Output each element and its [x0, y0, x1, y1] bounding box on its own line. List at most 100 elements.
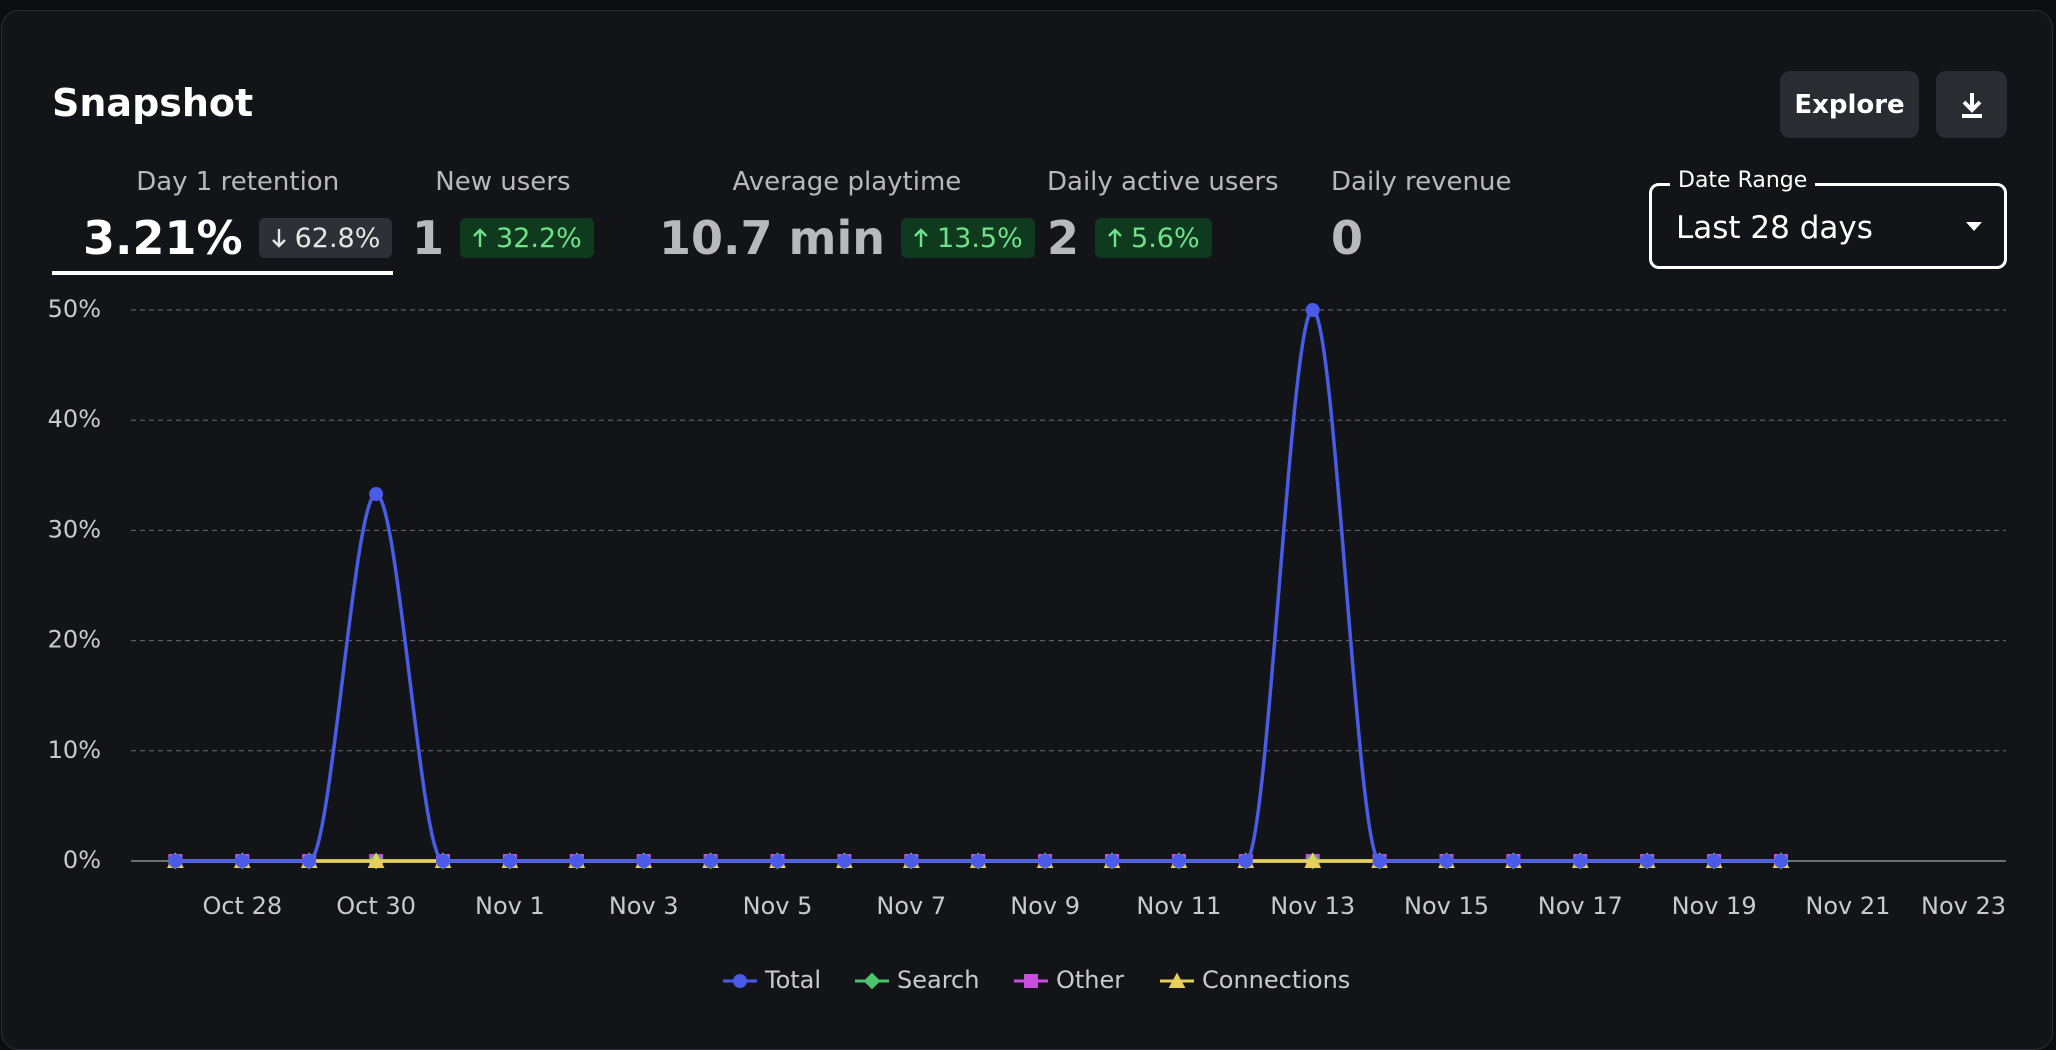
- x-tick-label: Nov 23: [1921, 892, 2006, 920]
- snapshot-card: 0% 10% 20% 30% 40% 50% Oct 28 Oct 30 Nov 1 Nov 3 N…: [1, 10, 2053, 1050]
- change-badge: 62.8%: [258, 218, 393, 258]
- kpi-value: 1: [412, 211, 445, 265]
- legend-label: Search: [897, 966, 979, 994]
- marker: [1439, 854, 1454, 868]
- marker: [770, 854, 785, 868]
- trend-arrow: [473, 228, 487, 247]
- marker: [1304, 852, 1322, 868]
- x-tick-label: Nov 21: [1805, 892, 1890, 920]
- kpi-row: 2 5.6%: [1047, 211, 1212, 265]
- legend-label: Other: [1056, 966, 1124, 994]
- kpi-label: Average playtime: [732, 167, 962, 197]
- marker: [367, 852, 385, 868]
- legend-marker: [1168, 972, 1186, 988]
- kpi: Average playtime 10.7 min 13.5%: [659, 167, 1035, 265]
- marker: [1506, 854, 1521, 868]
- marker: [302, 854, 317, 868]
- kpi-value: 10.7 min: [659, 211, 885, 265]
- marker: [837, 854, 852, 868]
- date-range-select[interactable]: Date Range Last 28 days: [1649, 168, 2007, 269]
- y-tick-label: 50%: [48, 295, 101, 323]
- change-value: 5.6%: [1131, 222, 1200, 254]
- trend-arrow: [271, 229, 286, 248]
- chart: 0% 10% 20% 30% 40% 50% Oct 28 Oct 30 Nov 1 Nov 3 N…: [48, 295, 2006, 994]
- legend-marker: [863, 972, 881, 990]
- y-tick-label: 30%: [48, 515, 101, 543]
- active-tab-underline: [52, 271, 393, 275]
- marker: [1707, 854, 1722, 868]
- y-tick-label: 40%: [48, 405, 101, 433]
- x-tick-label: Nov 11: [1136, 892, 1221, 920]
- x-tick-label: Nov 7: [876, 892, 946, 920]
- marker: [636, 854, 651, 868]
- kpi-row: 3.21% 62.8%: [83, 211, 393, 265]
- card-title: Snapshot: [52, 81, 254, 125]
- x-tick-label: Nov 17: [1538, 892, 1623, 920]
- marker: [971, 854, 986, 868]
- marker: [502, 854, 517, 868]
- trend-arrow: [914, 228, 928, 247]
- change-value: 13.5%: [936, 222, 1023, 254]
- kpi-row: 1 32.2%: [412, 211, 594, 265]
- kpi: Day 1 retention 3.21% 62.8%: [83, 167, 393, 265]
- legend-label: Total: [764, 966, 821, 994]
- kpi-label: New users: [435, 167, 571, 197]
- kpi-label: Daily revenue: [1331, 167, 1512, 197]
- y-tick-label: 10%: [48, 736, 101, 764]
- marker: [1774, 854, 1788, 868]
- x-tick-label: Nov 5: [743, 892, 813, 920]
- marker: [235, 854, 250, 868]
- kpi-value: 3.21%: [83, 211, 243, 265]
- kpi: Daily revenue 0: [1331, 167, 1512, 265]
- trend-arrow: [1108, 228, 1122, 247]
- download-icon: [1961, 92, 1982, 118]
- marker: [904, 854, 919, 868]
- change-badge: 5.6%: [1095, 218, 1212, 258]
- change-value: 62.8%: [294, 222, 381, 254]
- legend-marker: [1024, 974, 1038, 988]
- kpi-row: 0: [1331, 211, 1363, 265]
- legend-label: Connections: [1202, 966, 1350, 994]
- kpi-label: Daily active users: [1047, 167, 1279, 197]
- marker: [1038, 854, 1053, 868]
- marker: [369, 487, 384, 502]
- x-tick-label: Nov 19: [1672, 892, 1757, 920]
- kpi: New users 1 32.2%: [412, 167, 594, 265]
- kpi: Daily active users 2 5.6%: [1047, 167, 1279, 265]
- change-badge: 32.2%: [460, 218, 594, 258]
- explore-button[interactable]: Explore: [1780, 71, 1919, 138]
- marker: [1171, 854, 1186, 868]
- marker: [436, 854, 450, 868]
- change-value: 32.2%: [496, 222, 582, 254]
- marker: [1305, 303, 1320, 317]
- marker: [1573, 854, 1588, 868]
- x-tick-label: Nov 13: [1270, 892, 1355, 920]
- date-range-value: Last 28 days: [1676, 210, 1873, 246]
- marker: [168, 854, 183, 868]
- y-tick-label: 0%: [63, 846, 101, 874]
- x-tick-label: Nov 1: [475, 892, 545, 920]
- x-tick-label: Oct 28: [202, 892, 282, 920]
- legend-marker: [733, 974, 747, 988]
- marker: [1238, 854, 1253, 868]
- marker: [569, 854, 584, 868]
- kpi-value: 2: [1047, 211, 1080, 265]
- date-range-label: Date Range: [1670, 168, 1816, 193]
- y-tick-label: 20%: [48, 626, 101, 654]
- series-line: [175, 308, 1781, 863]
- marker: [1640, 854, 1655, 868]
- marker: [1372, 854, 1387, 868]
- x-tick-label: Nov 15: [1404, 892, 1489, 920]
- kpi-value: 0: [1331, 211, 1364, 265]
- change-badge: 13.5%: [900, 218, 1035, 258]
- kpi-row: 10.7 min 13.5%: [659, 211, 1035, 265]
- marker: [703, 854, 718, 868]
- x-tick-label: Oct 30: [336, 892, 416, 920]
- download-button[interactable]: [1936, 71, 2007, 138]
- x-tick-label: Nov 3: [609, 892, 679, 920]
- marker: [1105, 854, 1119, 868]
- kpi-label: Day 1 retention: [136, 167, 340, 197]
- x-tick-label: Nov 9: [1010, 892, 1080, 920]
- dropdown-caret: [1966, 222, 1982, 231]
